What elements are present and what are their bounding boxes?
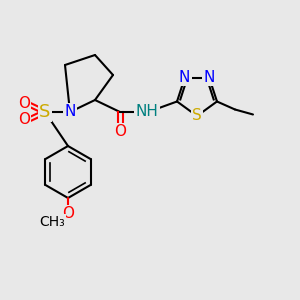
Text: S: S [192, 109, 202, 124]
Text: N: N [179, 70, 190, 85]
Text: O: O [62, 206, 74, 221]
Text: O: O [18, 112, 30, 128]
Text: S: S [39, 103, 51, 121]
Text: O: O [114, 124, 126, 140]
Text: N: N [64, 104, 76, 119]
Text: N: N [204, 70, 215, 85]
Text: CH₃: CH₃ [39, 215, 65, 229]
Text: O: O [18, 97, 30, 112]
Text: NH: NH [136, 103, 158, 118]
